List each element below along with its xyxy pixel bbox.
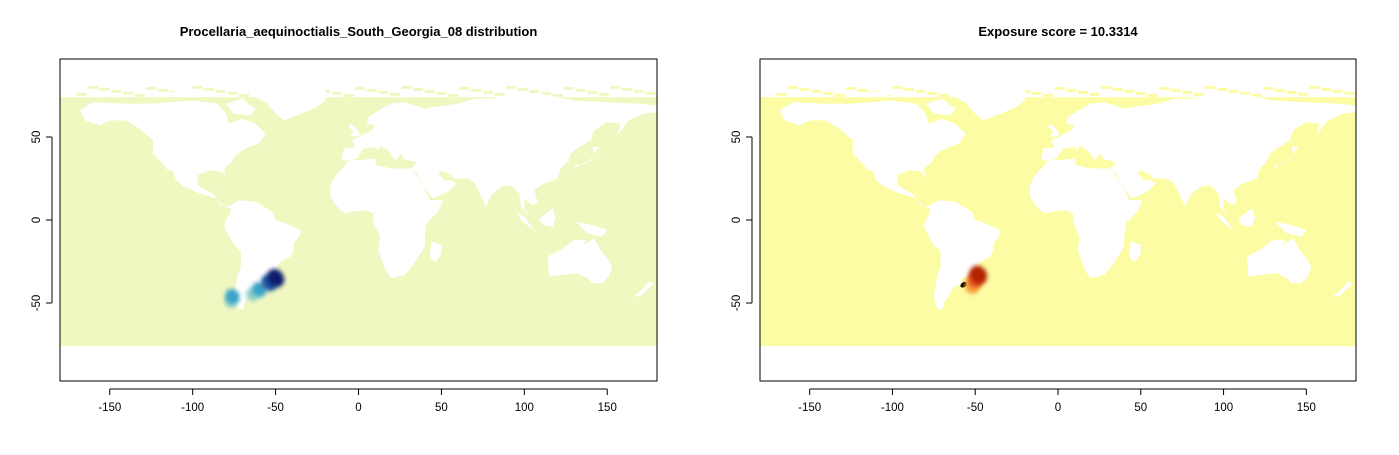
map-area — [60, 82, 657, 347]
chart-title: Exposure score = 10.3314 — [978, 24, 1138, 39]
land-baffin — [225, 98, 256, 116]
land-north-america — [79, 100, 266, 207]
x-tick-label: 100 — [1214, 402, 1233, 414]
y-tick-label: 0 — [731, 217, 743, 223]
land-new-guinea — [575, 221, 608, 237]
land-africa — [1029, 158, 1143, 279]
land-arctic-islands — [159, 90, 201, 98]
y-axis: 50 0 -50 — [731, 131, 753, 312]
x-tick-label: -50 — [267, 402, 284, 414]
land-south-america — [923, 200, 1001, 310]
land-south-america — [224, 200, 301, 310]
land-japan — [1273, 147, 1299, 169]
hotspot-layer — [960, 265, 988, 294]
land-greenland — [239, 82, 326, 121]
y-tick-label: -50 — [31, 295, 43, 312]
chart-title: Procellaria_aequinoctialis_South_Georgia… — [180, 24, 538, 39]
plot-frame — [759, 58, 1357, 382]
land-greenland — [938, 82, 1025, 121]
land-australia — [1246, 238, 1312, 284]
x-tick-label: -100 — [181, 402, 204, 414]
land-north-america — [779, 100, 966, 207]
land-arctic-islands — [859, 90, 901, 98]
y-tick-label: 0 — [31, 217, 43, 223]
land-baffin — [925, 98, 956, 116]
land-australia — [547, 238, 613, 284]
x-tick-label: 0 — [1055, 402, 1061, 414]
x-tick-label: 150 — [1297, 402, 1316, 414]
x-tick-label: -50 — [967, 402, 984, 414]
x-tick-label: -150 — [98, 402, 121, 414]
hotspot-layer — [224, 268, 285, 308]
arctic-fringe — [776, 85, 1355, 97]
distribution-panel: Procellaria_aequinoctialis_South_Georgia… — [31, 24, 658, 414]
hotspot-point — [969, 265, 988, 284]
land-new-guinea — [1274, 221, 1307, 237]
land-borneo — [1238, 208, 1255, 227]
y-axis: 50 0 -50 — [31, 131, 53, 312]
hotspot-point — [267, 268, 285, 288]
x-tick-label: 50 — [435, 402, 448, 414]
map-area — [760, 82, 1356, 347]
land-eurasia — [341, 92, 657, 217]
land-uk — [1048, 123, 1060, 137]
x-tick-label: 50 — [1134, 402, 1147, 414]
x-tick-label: 150 — [598, 402, 617, 414]
x-axis: -150 -100 -50 0 50 100 150 — [798, 388, 1316, 414]
y-tick-label: -50 — [731, 295, 743, 312]
x-tick-label: -150 — [798, 402, 821, 414]
land-madagascar — [429, 241, 442, 262]
arctic-fringe — [76, 85, 656, 97]
land-new-zealand — [1332, 281, 1353, 297]
land-japan — [574, 147, 599, 169]
plot-frame — [59, 58, 658, 382]
land-madagascar — [1129, 241, 1141, 262]
land-sumatra — [1215, 211, 1234, 230]
x-axis: -150 -100 -50 0 50 100 150 — [98, 388, 617, 414]
x-tick-label: 100 — [515, 402, 534, 414]
land-sumatra — [516, 211, 535, 230]
exposure-panel: Exposure score = 10.3314 -150 -100 -50 0 50 10… — [731, 24, 1357, 414]
land-eurasia — [1041, 92, 1356, 217]
land-africa — [330, 158, 444, 279]
land-uk — [348, 123, 361, 137]
x-tick-label: 0 — [355, 402, 361, 414]
y-tick-label: 50 — [31, 131, 43, 144]
y-tick-label: 50 — [731, 131, 743, 144]
x-tick-label: -100 — [881, 402, 904, 414]
land-borneo — [539, 208, 556, 227]
hotspot-point — [225, 288, 240, 304]
land-new-zealand — [633, 281, 654, 297]
